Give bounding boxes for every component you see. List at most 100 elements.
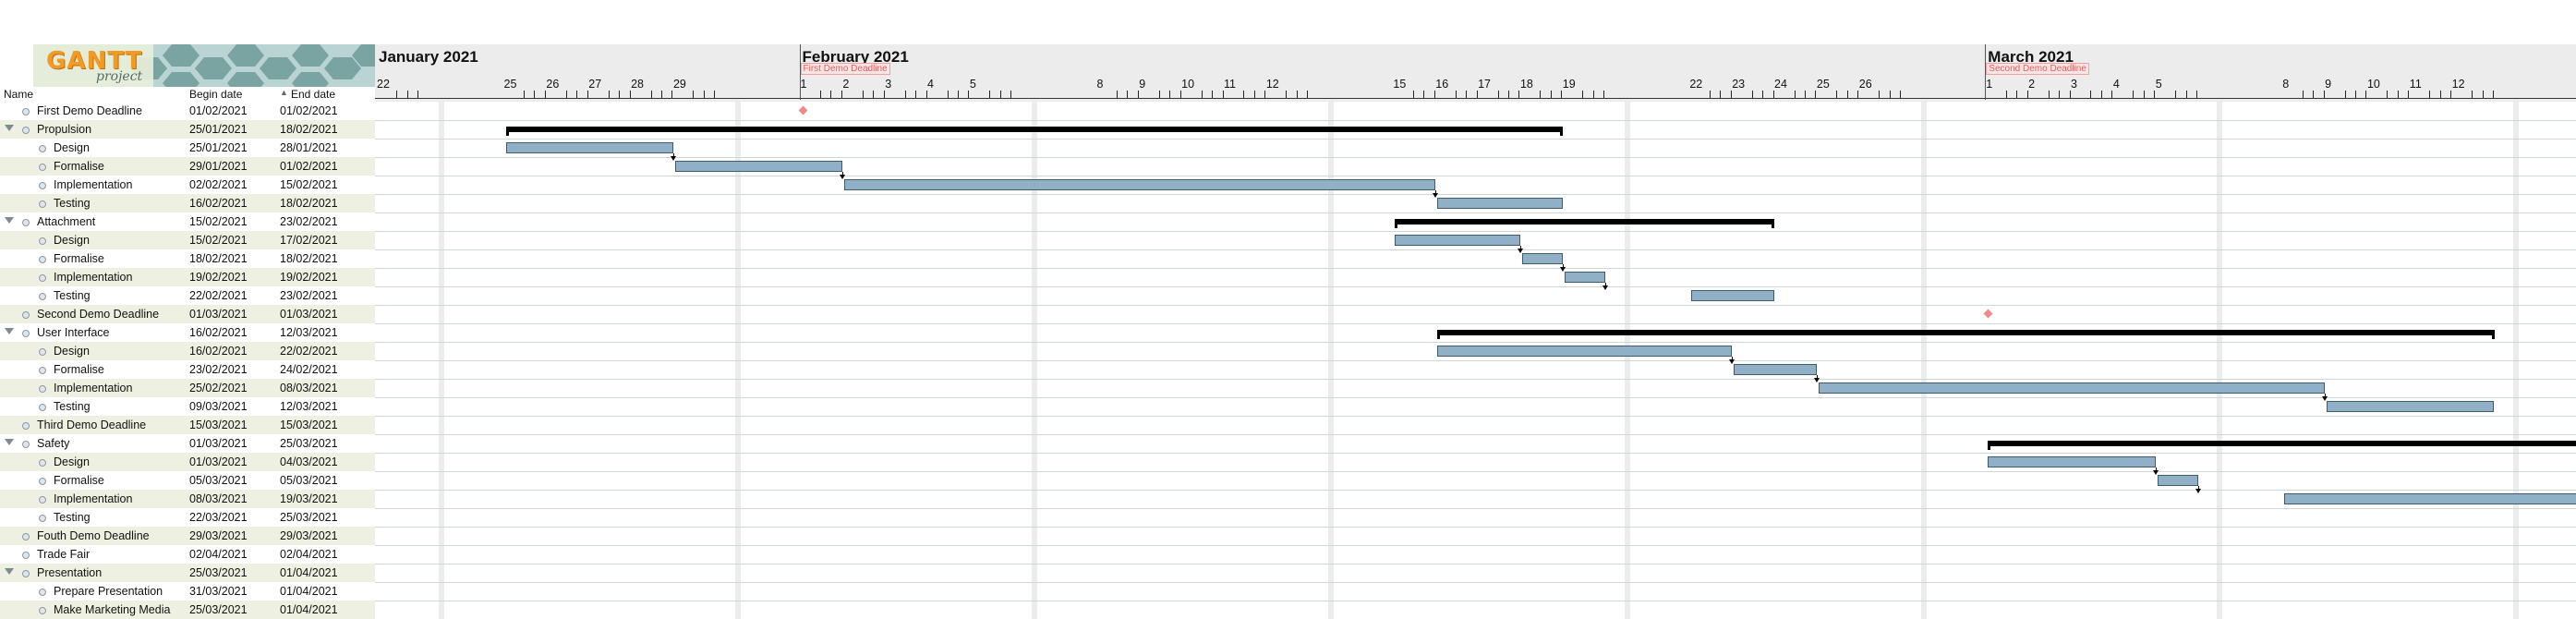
table-row[interactable]: Formalise 18/02/2021 18/02/2021: [0, 249, 375, 268]
milestone-diamond[interactable]: [1983, 309, 1993, 319]
day-tick: [2408, 91, 2410, 98]
column-header-name[interactable]: Name: [4, 88, 34, 101]
day-tick: [2048, 91, 2050, 98]
task-bar[interactable]: [1818, 382, 2326, 394]
day-tick: [2397, 91, 2399, 98]
column-header-end-date[interactable]: ▲ End date: [280, 88, 335, 101]
table-row[interactable]: Presentation 25/03/2021 01/04/2021: [0, 564, 375, 582]
day-tick: [714, 91, 716, 98]
table-row[interactable]: Attachment 15/02/2021 23/02/2021: [0, 212, 375, 231]
table-row[interactable]: Trade Fair 02/04/2021 02/04/2021: [0, 545, 375, 564]
table-row[interactable]: Second Demo Deadline 01/03/2021 01/03/2021: [0, 305, 375, 323]
task-begin-date: 01/03/2021: [189, 437, 248, 450]
table-row[interactable]: Safety 01/03/2021 25/03/2021: [0, 434, 375, 453]
day-tick: [1264, 91, 1266, 98]
task-bar[interactable]: [1521, 253, 1563, 264]
task-bar[interactable]: [1564, 272, 1605, 283]
task-bar[interactable]: [2284, 493, 2576, 504]
task-bar[interactable]: [1437, 346, 1733, 357]
table-row[interactable]: Design 15/02/2021 17/02/2021: [0, 231, 375, 249]
logo-subtitle: project: [96, 69, 143, 84]
day-label: 2: [842, 78, 850, 91]
task-end-date: 05/03/2021: [280, 474, 338, 487]
task-bar[interactable]: [844, 179, 1436, 190]
table-row[interactable]: Implementation 08/03/2021 19/03/2021: [0, 490, 375, 508]
day-tick: [968, 91, 970, 98]
day-tick: [1889, 91, 1891, 98]
table-row[interactable]: Third Demo Deadline 15/03/2021 15/03/2021: [0, 416, 375, 434]
task-bar[interactable]: [1691, 290, 1775, 301]
collapse-triangle-icon[interactable]: [5, 328, 14, 334]
day-tick: [1455, 91, 1457, 98]
task-begin-date: 18/02/2021: [189, 252, 248, 265]
day-tick: [417, 91, 419, 98]
table-row[interactable]: User Interface 16/02/2021 12/03/2021: [0, 323, 375, 342]
day-label: 5: [2155, 78, 2162, 91]
task-bar[interactable]: [1988, 456, 2156, 467]
collapse-triangle-icon[interactable]: [5, 217, 14, 224]
table-row[interactable]: Testing 22/03/2021 25/03/2021: [0, 508, 375, 527]
month-label: February 2021: [802, 48, 909, 66]
day-tick: [1857, 91, 1859, 98]
summary-bar[interactable]: [1437, 330, 2495, 339]
day-tick: [2365, 91, 2367, 98]
task-dot-icon: [39, 478, 46, 485]
day-tick: [1476, 91, 1478, 98]
table-row[interactable]: Design 16/02/2021 22/02/2021: [0, 342, 375, 360]
table-row[interactable]: Prepare Presentation 31/03/2021 01/04/2021: [0, 582, 375, 601]
task-bar[interactable]: [674, 161, 843, 172]
table-row[interactable]: Propulsion 25/01/2021 18/02/2021: [0, 120, 375, 139]
summary-bar[interactable]: [505, 127, 1564, 136]
table-row[interactable]: Design 25/01/2021 28/01/2021: [0, 139, 375, 157]
task-bar[interactable]: [505, 142, 673, 153]
task-begin-date: 02/02/2021: [189, 178, 248, 191]
summary-bar[interactable]: [1395, 219, 1775, 228]
table-row[interactable]: Implementation 19/02/2021 19/02/2021: [0, 268, 375, 286]
dependency-arrow-icon: [1602, 285, 1608, 290]
day-tick: [1815, 91, 1817, 98]
task-end-date: 12/03/2021: [280, 400, 338, 413]
task-name: Implementation: [54, 382, 133, 394]
table-row[interactable]: Formalise 05/03/2021 05/03/2021: [0, 471, 375, 490]
table-row[interactable]: Implementation 02/02/2021 15/02/2021: [0, 176, 375, 194]
task-begin-date: 25/02/2021: [189, 382, 248, 394]
task-dot-icon: [22, 108, 30, 115]
summary-bar[interactable]: [1988, 441, 2576, 450]
task-begin-date: 01/03/2021: [189, 308, 248, 321]
day-tick: [2482, 91, 2484, 98]
task-dot-icon: [39, 164, 46, 171]
table-row[interactable]: Fouth Demo Deadline 29/03/2021 29/03/2021: [0, 527, 375, 545]
day-label: 26: [546, 78, 560, 91]
day-label: 4: [927, 78, 934, 91]
milestone-diamond[interactable]: [798, 105, 807, 115]
day-tick: [2429, 91, 2431, 98]
day-tick: [1804, 91, 1806, 98]
table-row[interactable]: Testing 09/03/2021 12/03/2021: [0, 397, 375, 416]
collapse-triangle-icon[interactable]: [5, 125, 14, 131]
collapse-triangle-icon[interactable]: [5, 439, 14, 445]
day-tick: [883, 91, 885, 98]
table-row[interactable]: Testing 16/02/2021 18/02/2021: [0, 194, 375, 212]
table-row[interactable]: Testing 22/02/2021 23/02/2021: [0, 286, 375, 305]
table-row[interactable]: Make Marketing Media 25/03/2021 01/04/2021: [0, 601, 375, 619]
row-gridline: [375, 194, 2576, 195]
deadline-marker-label: First Demo Deadline: [800, 63, 890, 75]
column-header-begin-date[interactable]: Begin date: [189, 88, 243, 101]
collapse-triangle-icon[interactable]: [5, 568, 14, 575]
deadline-marker-label: Second Demo Deadline: [1986, 63, 2089, 75]
task-end-date: 02/04/2021: [280, 548, 338, 561]
table-row[interactable]: Design 01/03/2021 04/03/2021: [0, 453, 375, 471]
task-bar[interactable]: [2327, 401, 2495, 412]
table-row[interactable]: First Demo Deadline 01/02/2021 01/02/2021: [0, 102, 375, 120]
task-bar[interactable]: [1437, 198, 1563, 209]
task-name: Testing: [54, 289, 91, 302]
day-tick: [862, 91, 864, 98]
table-row[interactable]: Formalise 23/02/2021 24/02/2021: [0, 360, 375, 379]
task-bar[interactable]: [2157, 475, 2198, 486]
row-gridline: [375, 397, 2576, 398]
table-row[interactable]: Formalise 29/01/2021 01/02/2021: [0, 157, 375, 176]
table-row[interactable]: Implementation 25/02/2021 08/03/2021: [0, 379, 375, 397]
task-bar[interactable]: [1395, 235, 1520, 246]
task-bar[interactable]: [1734, 364, 1817, 375]
